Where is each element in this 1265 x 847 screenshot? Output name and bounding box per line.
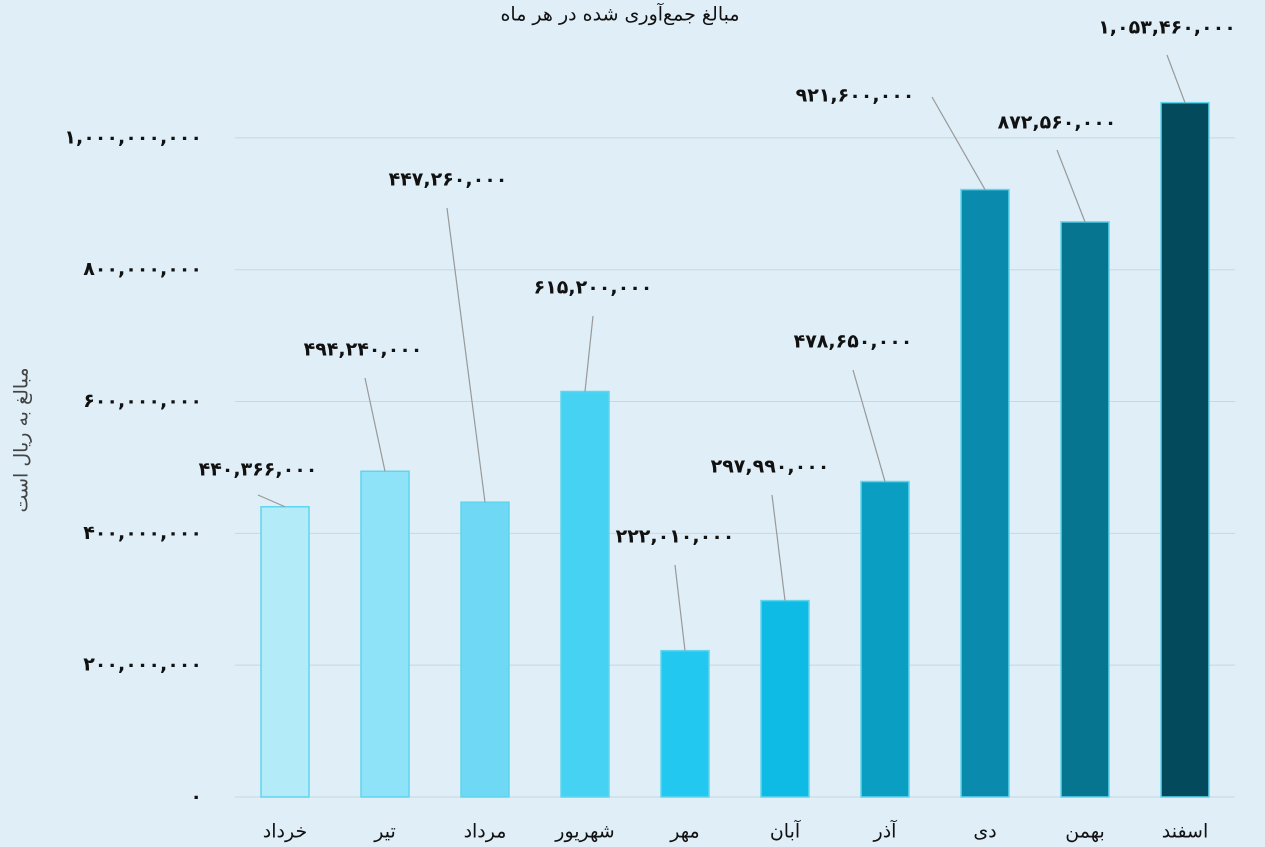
chart-title: مبالغ جمع‌آوری شده در هر ماه xyxy=(500,2,739,26)
bar xyxy=(760,599,810,798)
leader-line xyxy=(931,96,986,190)
x-tick-label: آبان xyxy=(770,819,801,843)
data-label: ۴۴۷,۲۶۰,۰۰۰ xyxy=(389,169,508,191)
data-label: ۶۱۵,۲۰۰,۰۰۰ xyxy=(534,277,653,299)
x-tick-label: تیر xyxy=(373,821,396,843)
leader-line xyxy=(257,494,286,508)
leader-line xyxy=(446,207,486,503)
x-tick-label: اسفند xyxy=(1162,821,1209,843)
data-label: ۸۷۲,۵۶۰,۰۰۰ xyxy=(998,112,1117,134)
x-tick-label: آذر xyxy=(873,819,898,843)
x-tick-label: مهر xyxy=(669,821,699,843)
bar xyxy=(660,649,710,798)
x-tick-label: دی xyxy=(973,821,996,843)
y-tick-label: ۲۰۰,۰۰۰,۰۰۰ xyxy=(83,654,202,676)
data-label: ۱,۰۵۳,۴۶۰,۰۰۰ xyxy=(1098,17,1236,39)
bar xyxy=(1060,221,1110,798)
bar xyxy=(960,188,1010,798)
bar xyxy=(560,390,610,798)
x-tick-label: مرداد xyxy=(464,821,507,843)
bar xyxy=(360,470,410,798)
y-axis-title: مبالغ به ریال است xyxy=(11,367,33,512)
y-tick-label: ۱,۰۰۰,۰۰۰,۰۰۰ xyxy=(64,126,202,148)
data-label: ۴۷۸,۶۵۰,۰۰۰ xyxy=(794,331,913,353)
y-tick-label: ۸۰۰,۰۰۰,۰۰۰ xyxy=(83,258,202,280)
x-tick-label: بهمن xyxy=(1065,821,1105,843)
data-label: ۲۹۷,۹۹۰,۰۰۰ xyxy=(711,456,830,478)
x-tick-label: شهریور xyxy=(554,821,614,843)
y-tick-label: ۰ xyxy=(190,786,202,808)
data-label: ۹۲۱,۶۰۰,۰۰۰ xyxy=(796,85,915,107)
y-tick-label: ۶۰۰,۰۰۰,۰۰۰ xyxy=(83,390,202,412)
leader-line xyxy=(1056,149,1086,223)
data-label: ۴۹۴,۲۴۰,۰۰۰ xyxy=(304,339,423,361)
leader-line xyxy=(364,377,386,472)
leader-line xyxy=(852,369,886,482)
x-tick-label: خرداد xyxy=(263,821,307,843)
data-label: ۲۲۲,۰۱۰,۰۰۰ xyxy=(616,526,735,548)
leader-line xyxy=(674,564,686,651)
leader-line xyxy=(1166,54,1186,103)
y-tick-label: ۴۰۰,۰۰۰,۰۰۰ xyxy=(83,522,202,544)
data-label: ۴۴۰,۳۶۶,۰۰۰ xyxy=(199,459,318,481)
bar xyxy=(460,501,510,798)
leader-line xyxy=(771,494,786,601)
leader-line xyxy=(584,315,594,392)
bar xyxy=(1160,101,1210,798)
bar xyxy=(860,480,910,798)
bar xyxy=(260,506,310,798)
